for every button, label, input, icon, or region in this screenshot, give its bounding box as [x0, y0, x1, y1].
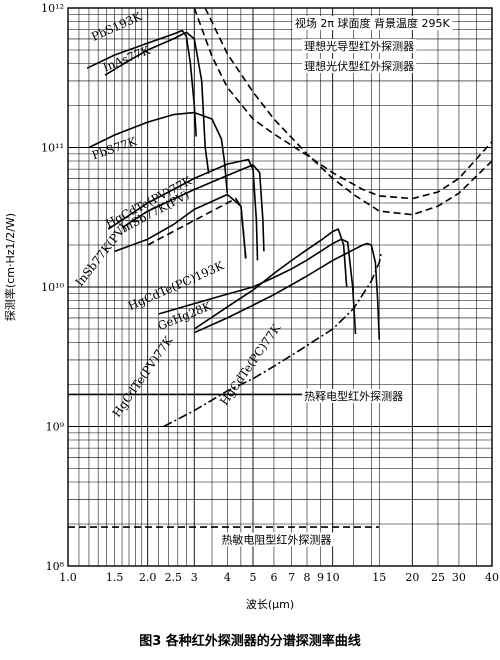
series-line-6 — [147, 197, 247, 263]
series-line-3 — [107, 158, 259, 261]
x-tick-label: 7 — [288, 571, 295, 584]
series-label: HgCdTe(PC)193K — [126, 258, 226, 313]
y-axis-title: 探测率(cm·Hz1/2/W) — [3, 213, 17, 321]
y-tick-label: 10¹¹ — [41, 142, 64, 155]
x-tick-label: 30 — [452, 571, 466, 584]
series-line-5 — [114, 193, 247, 259]
series-line-1 — [104, 31, 210, 174]
x-axis-title: 波长(μm) — [246, 598, 294, 611]
chart: 1.0 1.5 2.0 2.5 3 4 5 6 7 8 9 10 15 20 25 30 40 10¹² 10¹¹ 1… — [3, 2, 499, 611]
series-line-7 — [158, 238, 357, 335]
series-line-8 — [193, 228, 348, 330]
y-tick-label: 10¹² — [41, 2, 64, 15]
y-tick-label: 10⁹ — [46, 421, 65, 434]
annotation-bg — [292, 16, 453, 31]
series-label: HgCdTe(PV)77K — [109, 333, 175, 419]
series-line-12 — [163, 251, 383, 428]
series-line-2 — [88, 111, 229, 194]
x-tick-label: 2.5 — [165, 571, 183, 584]
grid — [67, 8, 493, 567]
y-tick-label: 10⁸ — [46, 560, 65, 573]
x-tick-label: 10 — [326, 571, 340, 584]
annotation-label: 热释电型红外探测器 — [304, 389, 403, 403]
series-line-10 — [193, 7, 493, 200]
x-tick-label: 1.5 — [106, 571, 124, 584]
x-tick-label: 15 — [372, 571, 386, 584]
x-tick-label: 3 — [191, 571, 198, 584]
series-line-11 — [204, 7, 493, 216]
annotation-bg — [219, 532, 334, 547]
x-tick-label: 9 — [317, 571, 324, 584]
x-tick-label: 6 — [270, 571, 277, 584]
series-layer — [68, 7, 493, 528]
series-line-9 — [193, 242, 381, 340]
tick-labels: 1.0 1.5 2.0 2.5 3 4 5 6 7 8 9 10 15 20 25 30 40 10¹² 10¹¹ 1… — [41, 2, 499, 584]
annotation-label: 理想光伏型红外探测器 — [304, 59, 414, 73]
x-tick-label: 20 — [405, 571, 419, 584]
annotations: 视场 2π 球面度 背景温度 295K理想光导型红外探测器理想光伏型红外探测器热… — [219, 16, 453, 547]
annotation-bg — [302, 58, 417, 73]
plot-border — [67, 7, 493, 567]
x-tick-label: 1.0 — [59, 571, 77, 584]
y-tick-label: 10¹⁰ — [41, 281, 64, 294]
annotation-bg — [302, 388, 406, 403]
x-tick-label: 40 — [485, 571, 499, 584]
annotation-label: 理想光导型红外探测器 — [304, 39, 414, 53]
x-tick-label: 25 — [431, 571, 445, 584]
x-tick-label: 8 — [304, 571, 311, 584]
annotation-label: 视场 2π 球面度 背景温度 295K — [295, 16, 451, 30]
x-tick-label: 5 — [249, 571, 256, 584]
series-label: InSb77K(PV) — [72, 221, 129, 289]
series-line-4 — [123, 164, 265, 252]
x-tick-label: 4 — [224, 571, 231, 584]
series-line-0 — [86, 29, 197, 137]
plot-frame — [67, 7, 493, 567]
x-tick-label: 2.0 — [139, 571, 157, 584]
annotation-label: 热敏电阻型红外探测器 — [221, 532, 331, 546]
annotation-bg — [302, 38, 417, 53]
axis-titles: 波长(μm) 探测率(cm·Hz1/2/W) — [3, 213, 294, 611]
figure-caption: 图3 各种红外探测器的分谱探测率曲线 — [139, 634, 361, 649]
series-label: InAs77K — [101, 43, 152, 75]
